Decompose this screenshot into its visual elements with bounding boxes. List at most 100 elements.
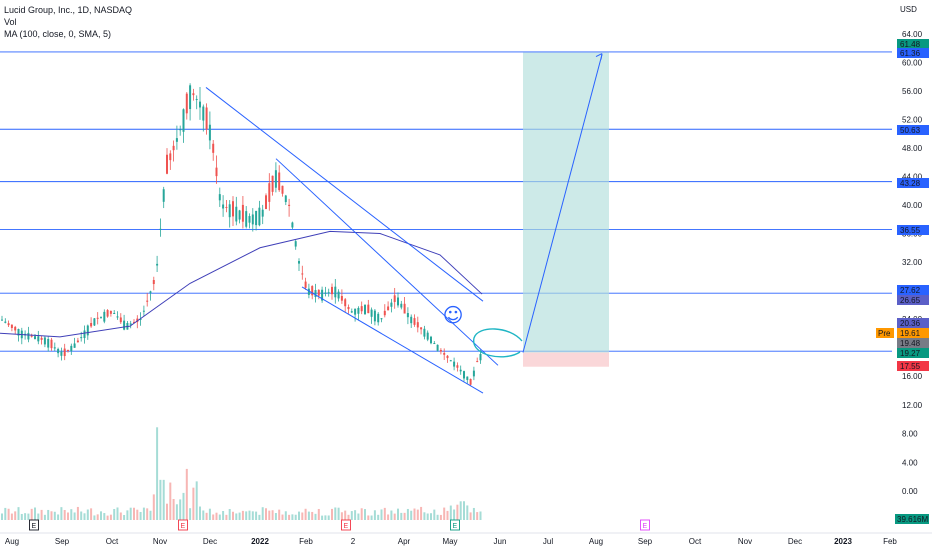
x-tick-label: Apr: [398, 537, 411, 546]
volume-bar: [63, 510, 66, 520]
candle-body: [251, 214, 254, 225]
candle-body: [208, 124, 211, 141]
candle-body: [70, 345, 73, 352]
volume-bar: [159, 479, 162, 520]
moving-average-line: [0, 230, 483, 338]
volume-label: 39.616M: [897, 515, 928, 524]
volume-bar: [149, 510, 152, 520]
price-label-box: [897, 125, 929, 135]
volume-bar: [403, 512, 406, 520]
volume-bar: [469, 512, 472, 520]
candle-body: [17, 329, 20, 336]
x-tick-label: Aug: [589, 537, 603, 546]
volume-bar: [416, 509, 419, 520]
volume-bar: [413, 508, 416, 520]
earnings-marker-box: [178, 519, 188, 531]
volume-bar: [43, 514, 46, 520]
candle-body: [67, 349, 69, 351]
volume-bar: [456, 504, 459, 520]
volume-bar: [123, 515, 126, 520]
candle-body: [436, 344, 439, 351]
x-tick-label: May: [442, 537, 457, 546]
candle-body: [50, 339, 53, 349]
volume-bar: [195, 481, 198, 520]
price-tag-box: [876, 328, 894, 338]
candle-body: [159, 228, 162, 230]
candle-body: [298, 261, 300, 264]
volume-bar: [106, 515, 109, 520]
volume-bar: [261, 507, 264, 520]
volume-bar: [100, 511, 102, 520]
candle-body: [14, 326, 17, 331]
candle-body: [228, 204, 231, 218]
volume-bar: [10, 513, 13, 520]
candle-body: [152, 279, 155, 285]
volume-bar: [248, 510, 251, 520]
x-tick-label: Sep: [638, 537, 653, 546]
volume-label-box: [895, 514, 929, 524]
candle-body: [430, 336, 432, 344]
candle-body: [162, 189, 165, 202]
volume-bar: [268, 510, 271, 520]
candle-body: [80, 337, 83, 339]
volume-bar: [459, 501, 462, 520]
volume-bar: [284, 511, 287, 520]
candle-body: [453, 361, 456, 367]
volume-bar: [133, 507, 135, 520]
volume-bar: [218, 514, 221, 520]
volume-bar: [57, 514, 60, 520]
volume-bar: [156, 427, 159, 520]
candle-body: [73, 343, 76, 348]
volume-bar: [86, 509, 89, 520]
earnings-marker: E: [32, 523, 37, 530]
volume-bar: [390, 510, 393, 520]
candle-body: [86, 325, 89, 336]
candle-body: [47, 339, 50, 348]
price-label: 19.27: [900, 349, 921, 358]
candle-body: [321, 289, 324, 301]
volume-bar: [235, 513, 238, 520]
volume-bar: [228, 509, 231, 520]
volume-bar: [182, 492, 185, 520]
x-tick-label: 2022: [251, 537, 269, 546]
candle-body: [149, 291, 152, 293]
candle-body: [373, 310, 376, 322]
volume-bar: [83, 513, 86, 520]
volume-bar: [380, 509, 383, 520]
price-label-box: [897, 328, 929, 338]
candle-body: [235, 206, 238, 222]
volume-bar: [294, 514, 297, 520]
price-label-box: [897, 338, 929, 348]
earnings-marker: E: [643, 523, 648, 530]
candle-body: [426, 332, 429, 340]
candle-body: [459, 369, 462, 372]
candle-body: [261, 209, 264, 217]
price-label: 19.48: [900, 339, 921, 348]
candle-body: [195, 98, 198, 100]
price-label: 27.62: [900, 286, 921, 295]
candle-body: [172, 145, 175, 151]
earnings-marker: E: [344, 523, 349, 530]
candle-body: [324, 292, 327, 294]
x-tick-label: Nov: [738, 537, 752, 546]
price-label: 61.48: [900, 40, 921, 49]
volume-bar: [278, 509, 281, 520]
volume-bar: [387, 514, 390, 520]
volume-bar: [364, 509, 366, 520]
candle-body: [367, 304, 370, 314]
price-label-box: [897, 295, 929, 305]
candle-body: [199, 101, 201, 108]
volume-bar: [53, 511, 56, 520]
volume-bar: [30, 508, 33, 520]
legend-vol: Vol: [4, 17, 17, 27]
candle-body: [215, 167, 218, 177]
price-label: 61.36: [900, 49, 921, 58]
earnings-marker-box: [29, 519, 39, 531]
candle-body: [360, 306, 363, 312]
volume-bar: [222, 511, 225, 520]
volume-bar: [232, 511, 234, 520]
volume-bar: [304, 508, 307, 520]
volume-bar: [420, 506, 423, 520]
volume-bar: [426, 513, 429, 520]
